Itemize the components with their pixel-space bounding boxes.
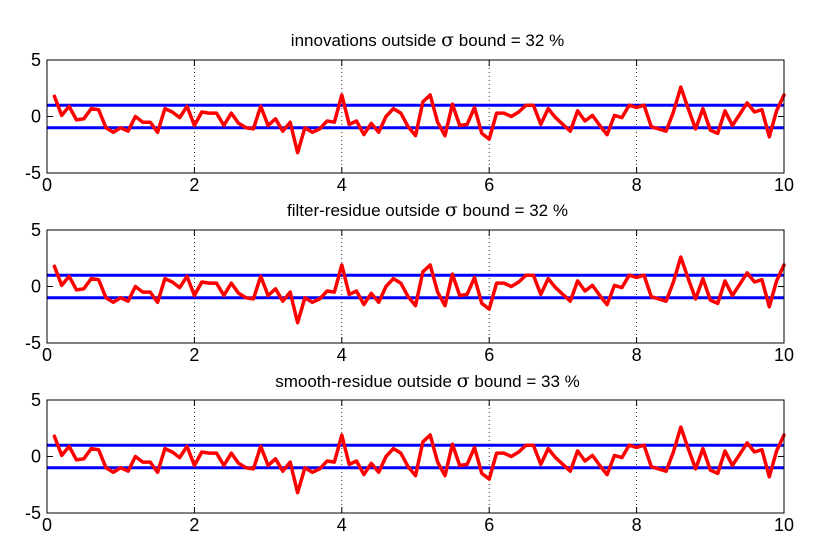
x-tick-label: 6: [484, 175, 494, 195]
title-prefix: filter-residue outside: [287, 201, 445, 220]
x-tick-label: 4: [337, 175, 347, 195]
subplot-title: innovations outside σ bound = 32 %: [291, 29, 564, 51]
x-tick-label: 0: [42, 345, 52, 365]
subplot-title: filter-residue outside σ bound = 32 %: [287, 199, 568, 221]
y-tick-label: 5: [31, 220, 41, 240]
plot-area: [47, 60, 784, 173]
y-tick-label: 0: [31, 277, 41, 297]
x-tick-label: 10: [774, 175, 794, 195]
title-suffix: bound = 33 %: [470, 372, 580, 391]
y-tick-label: 0: [31, 107, 41, 127]
y-tick-label: 5: [31, 390, 41, 410]
title-sigma-symbol: σ: [441, 29, 454, 51]
plot-area: [47, 400, 784, 513]
title-suffix: bound = 32 %: [454, 31, 564, 50]
x-tick-label: 0: [42, 175, 52, 195]
y-tick-label: 5: [31, 50, 41, 70]
plot-area: [47, 230, 784, 343]
title-sigma-symbol: σ: [445, 199, 458, 221]
x-tick-label: 10: [774, 345, 794, 365]
x-tick-label: 2: [189, 515, 199, 535]
y-tick-label: -5: [25, 503, 41, 523]
x-tick-label: 10: [774, 515, 794, 535]
residual-series-line: [52, 255, 786, 325]
y-tick-label: -5: [25, 163, 41, 183]
subplot-title: smooth-residue outside σ bound = 33 %: [275, 370, 580, 392]
x-tick-label: 2: [189, 175, 199, 195]
x-tick-label: 0: [42, 515, 52, 535]
x-tick-label: 4: [337, 515, 347, 535]
x-tick-label: 4: [337, 345, 347, 365]
title-sigma-symbol: σ: [457, 370, 470, 392]
x-tick-label: 8: [632, 515, 642, 535]
y-tick-label: 0: [31, 447, 41, 467]
x-tick-label: 6: [484, 515, 494, 535]
title-prefix: smooth-residue outside: [275, 372, 456, 391]
title-prefix: innovations outside: [291, 31, 441, 50]
x-tick-label: 2: [189, 345, 199, 365]
title-suffix: bound = 32 %: [458, 201, 568, 220]
y-tick-label: -5: [25, 333, 41, 353]
x-tick-label: 6: [484, 345, 494, 365]
x-tick-label: 8: [632, 175, 642, 195]
x-tick-label: 8: [632, 345, 642, 365]
residual-series-line: [52, 425, 786, 495]
residual-series-line: [52, 85, 786, 155]
